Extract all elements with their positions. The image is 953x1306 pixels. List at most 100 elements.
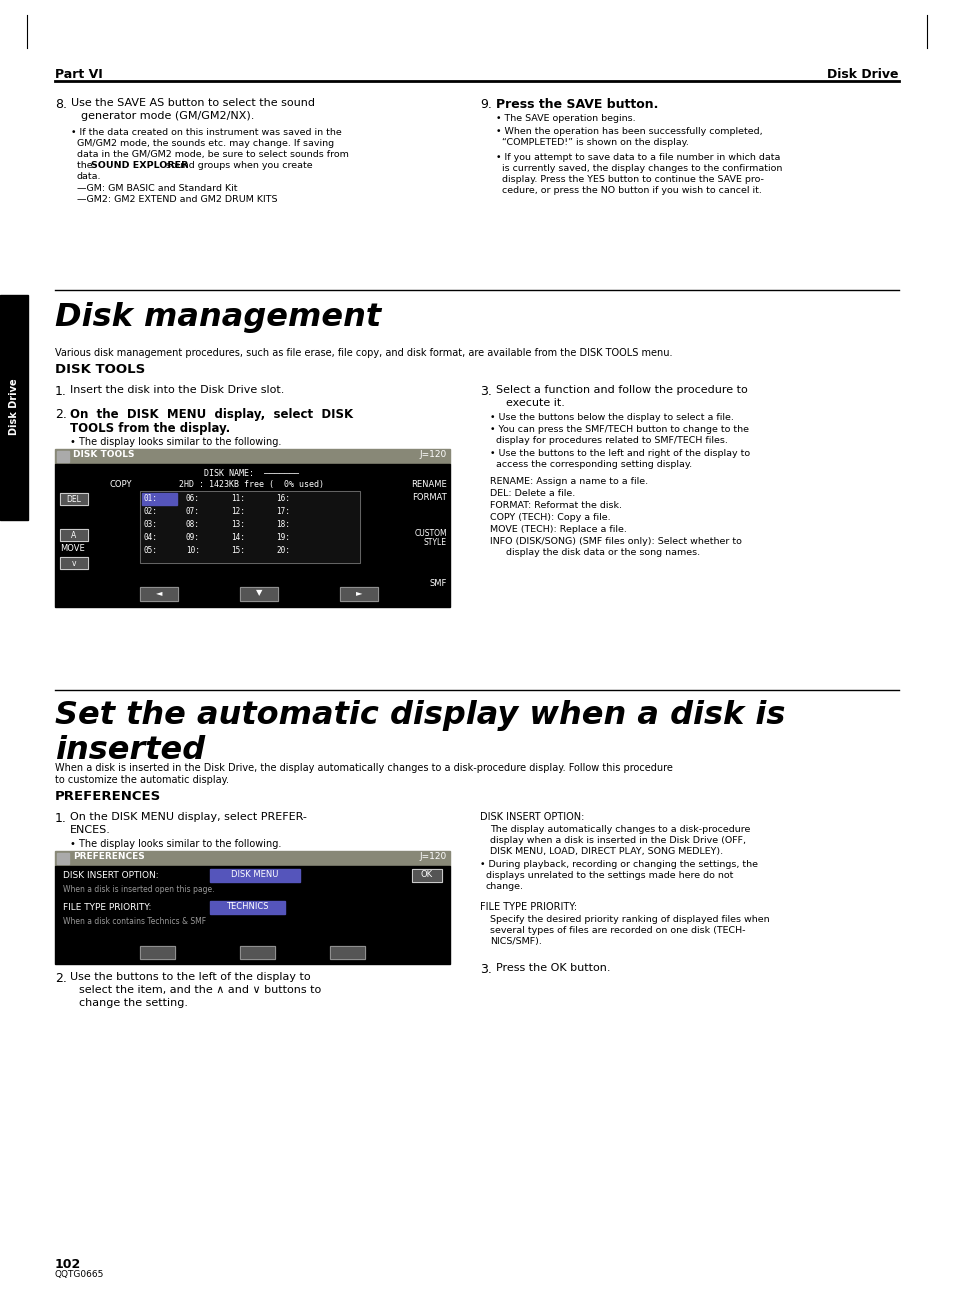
Text: inserted: inserted	[55, 735, 205, 767]
Text: Select a function and follow the procedure to: Select a function and follow the procedu…	[496, 385, 747, 394]
Text: 05:: 05:	[144, 546, 157, 555]
Text: 01:: 01:	[144, 494, 157, 503]
Text: Specify the desired priority ranking of displayed files when: Specify the desired priority ranking of …	[490, 916, 769, 925]
Bar	[55, 866, 450, 964]
Text: data in the GM/GM2 mode, be sure to select sounds from: data in the GM/GM2 mode, be sure to sele…	[77, 150, 349, 159]
Text: OK: OK	[420, 870, 433, 879]
Text: display for procedures related to SMF/TECH files.: display for procedures related to SMF/TE…	[496, 436, 727, 445]
Text: ◄: ◄	[155, 588, 162, 597]
Text: the: the	[77, 161, 95, 170]
Text: 1.: 1.	[55, 812, 67, 825]
Bar	[330, 946, 365, 959]
Text: Set the automatic display when a disk is: Set the automatic display when a disk is	[55, 700, 784, 731]
Text: DISK NAME:  ———————: DISK NAME: ———————	[204, 469, 299, 478]
Text: cedure, or press the NO button if you wish to cancel it.: cedure, or press the NO button if you wi…	[501, 185, 761, 195]
Text: Disk management: Disk management	[55, 302, 381, 333]
Text: Use the buttons to the left of the display to: Use the buttons to the left of the displ…	[70, 972, 311, 982]
Text: display when a disk is inserted in the Disk Drive (OFF,: display when a disk is inserted in the D…	[490, 836, 745, 845]
Text: When a disk is inserted open this page.: When a disk is inserted open this page.	[63, 885, 214, 895]
Bar	[240, 586, 277, 601]
Text: Insert the disk into the Disk Drive slot.: Insert the disk into the Disk Drive slot…	[70, 385, 284, 394]
Text: • During playback, recording or changing the settings, the: • During playback, recording or changing…	[479, 859, 758, 868]
Text: COPY (TECH): Copy a file.: COPY (TECH): Copy a file.	[490, 513, 610, 522]
Text: 2HD : 1423KB free (  0% used): 2HD : 1423KB free ( 0% used)	[179, 481, 324, 488]
Text: PREFERENCES: PREFERENCES	[73, 852, 145, 861]
Text: J=120: J=120	[419, 451, 447, 458]
Bar	[140, 586, 178, 601]
Text: FILE TYPE PRIORITY:: FILE TYPE PRIORITY:	[479, 902, 577, 912]
Text: change the setting.: change the setting.	[79, 998, 188, 1008]
Text: Part VI: Part VI	[55, 68, 103, 81]
Text: GM/GM2 mode, the sounds etc. may change. If saving: GM/GM2 mode, the sounds etc. may change.…	[77, 138, 334, 148]
Text: 06:: 06:	[186, 494, 200, 503]
Text: • Use the buttons below the display to select a file.: • Use the buttons below the display to s…	[490, 413, 733, 422]
Text: ►: ►	[355, 588, 362, 597]
Text: 08:: 08:	[186, 520, 200, 529]
Text: 3.: 3.	[479, 385, 492, 398]
Text: 04:: 04:	[144, 533, 157, 542]
Text: FORMAT: FORMAT	[412, 492, 447, 502]
Bar	[55, 464, 450, 607]
Bar	[330, 946, 365, 959]
Text: • If you attempt to save data to a file number in which data: • If you attempt to save data to a file …	[496, 153, 780, 162]
Bar	[55, 449, 450, 464]
Text: ENCES.: ENCES.	[70, 825, 111, 835]
Text: COPY: COPY	[110, 481, 132, 488]
Text: DISK INSERT OPTION:: DISK INSERT OPTION:	[63, 871, 158, 880]
Bar	[0, 295, 28, 520]
Bar	[412, 868, 441, 882]
Bar	[140, 586, 178, 601]
Text: STYLE: STYLE	[423, 538, 447, 547]
Text: 19:: 19:	[275, 533, 290, 542]
Text: SOUND EXPLORER: SOUND EXPLORER	[91, 161, 188, 170]
Bar	[60, 556, 88, 569]
Text: NICS/SMF).: NICS/SMF).	[490, 936, 541, 946]
Text: DISK TOOLS: DISK TOOLS	[73, 451, 134, 458]
Bar	[339, 586, 377, 601]
Bar	[240, 586, 277, 601]
Text: DISK INSERT OPTION:: DISK INSERT OPTION:	[479, 812, 584, 821]
Text: execute it.: execute it.	[505, 398, 564, 407]
Text: On  the  DISK  MENU  display,  select  DISK: On the DISK MENU display, select DISK	[70, 407, 353, 421]
Text: several types of files are recorded on one disk (TECH-: several types of files are recorded on o…	[490, 926, 744, 935]
Text: SMF: SMF	[429, 579, 447, 588]
Bar	[55, 852, 450, 866]
Bar	[60, 529, 88, 541]
Text: • The display looks similar to the following.: • The display looks similar to the follo…	[70, 838, 281, 849]
Text: • The SAVE operation begins.: • The SAVE operation begins.	[496, 114, 635, 123]
Text: Disk Drive: Disk Drive	[826, 68, 898, 81]
Text: DISK MENU: DISK MENU	[231, 870, 278, 879]
Bar	[240, 946, 274, 959]
Text: Various disk management procedures, such as file erase, file copy, and disk form: Various disk management procedures, such…	[55, 347, 672, 358]
Text: “COMPLETED!” is shown on the display.: “COMPLETED!” is shown on the display.	[501, 138, 688, 148]
Text: DISK TOOLS: DISK TOOLS	[55, 363, 145, 376]
Text: display. Press the YES button to continue the SAVE pro-: display. Press the YES button to continu…	[501, 175, 763, 184]
Text: RENAME: RENAME	[411, 481, 447, 488]
Text: change.: change.	[485, 882, 523, 891]
Text: DEL: Delete a file.: DEL: Delete a file.	[490, 488, 575, 498]
Text: The display automatically changes to a disk-procedure: The display automatically changes to a d…	[490, 825, 750, 835]
Text: generator mode (GM/GM2/NX).: generator mode (GM/GM2/NX).	[81, 111, 254, 121]
Text: 16:: 16:	[275, 494, 290, 503]
Bar	[140, 946, 174, 959]
Text: 1.: 1.	[55, 385, 67, 398]
Text: • The display looks similar to the following.: • The display looks similar to the follo…	[70, 438, 281, 447]
Text: Use the SAVE AS button to select the sound: Use the SAVE AS button to select the sou…	[71, 98, 314, 108]
Text: INFO (DISK/SONG) (SMF files only): Select whether to: INFO (DISK/SONG) (SMF files only): Selec…	[490, 537, 741, 546]
Text: display the disk data or the song names.: display the disk data or the song names.	[505, 549, 700, 556]
Bar	[60, 529, 88, 541]
Text: When a disk is inserted in the Disk Drive, the display automatically changes to : When a disk is inserted in the Disk Driv…	[55, 763, 672, 773]
Text: • When the operation has been successfully completed,: • When the operation has been successful…	[496, 127, 761, 136]
Text: DEL: DEL	[67, 495, 81, 504]
Text: FORMAT: Reformat the disk.: FORMAT: Reformat the disk.	[490, 502, 621, 511]
Text: 2.: 2.	[55, 972, 67, 985]
Text: J=120: J=120	[419, 852, 447, 861]
Text: 15:: 15:	[231, 546, 245, 555]
Text: 07:: 07:	[186, 507, 200, 516]
Text: 09:: 09:	[186, 533, 200, 542]
Text: v: v	[71, 559, 76, 568]
Text: 11:: 11:	[231, 494, 245, 503]
Text: 18:: 18:	[275, 520, 290, 529]
Text: —GM: GM BASIC and Standard Kit: —GM: GM BASIC and Standard Kit	[77, 184, 237, 193]
Text: —GM2: GM2 EXTEND and GM2 DRUM KITS: —GM2: GM2 EXTEND and GM2 DRUM KITS	[77, 195, 277, 204]
